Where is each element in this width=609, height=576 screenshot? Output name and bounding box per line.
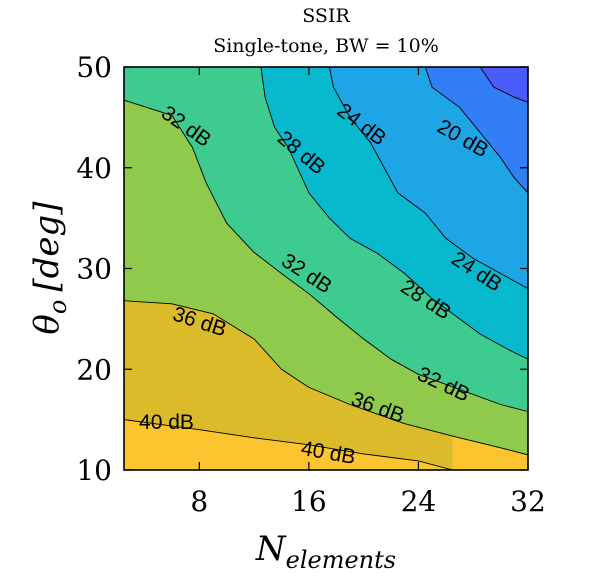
y-axis-label-subscript: o xyxy=(44,300,72,314)
y-axis-label-base: θ xyxy=(27,314,67,334)
x-axis-label-base: N xyxy=(255,529,287,569)
y-axis-ticks: 10 20 30 40 50 xyxy=(76,51,528,487)
x-axis-label-subscript: elements xyxy=(286,546,396,574)
y-tick-label-40: 40 xyxy=(76,152,112,185)
y-tick-label-50: 50 xyxy=(76,51,112,84)
contour-line-32db xyxy=(124,99,528,413)
contour-label-0: 40 dB xyxy=(139,411,194,434)
contour-line-28db xyxy=(260,67,528,360)
y-tick-label-30: 30 xyxy=(76,253,112,286)
y-tick-label-10: 10 xyxy=(76,454,112,487)
contour-line-36db xyxy=(124,300,528,456)
x-axis-ticks: 8 16 24 32 xyxy=(190,67,546,518)
contour-line-16db xyxy=(479,67,528,103)
x-axis-label: Nelements xyxy=(255,529,396,574)
chart-title: SSIR xyxy=(302,5,350,27)
contour-fill-20db xyxy=(425,67,528,193)
y-tick-label-20: 20 xyxy=(76,353,112,386)
chart-subtitle: Single-tone, BW = 10% xyxy=(213,35,439,57)
x-tick-label-8: 8 xyxy=(190,485,208,518)
y-axis-label: θo [deg] xyxy=(27,201,72,335)
contour-line-24db xyxy=(328,67,528,289)
x-tick-label-16: 16 xyxy=(291,485,327,518)
x-tick-label-24: 24 xyxy=(401,485,437,518)
contour-fills xyxy=(124,67,528,470)
contour-lines xyxy=(124,67,528,470)
y-axis-label-unit: [deg] xyxy=(27,201,67,292)
contour-line-20db xyxy=(424,67,528,194)
contour-line-40db xyxy=(124,419,453,470)
x-tick-label-32: 32 xyxy=(510,485,546,518)
contour-fill-16db xyxy=(480,67,528,103)
